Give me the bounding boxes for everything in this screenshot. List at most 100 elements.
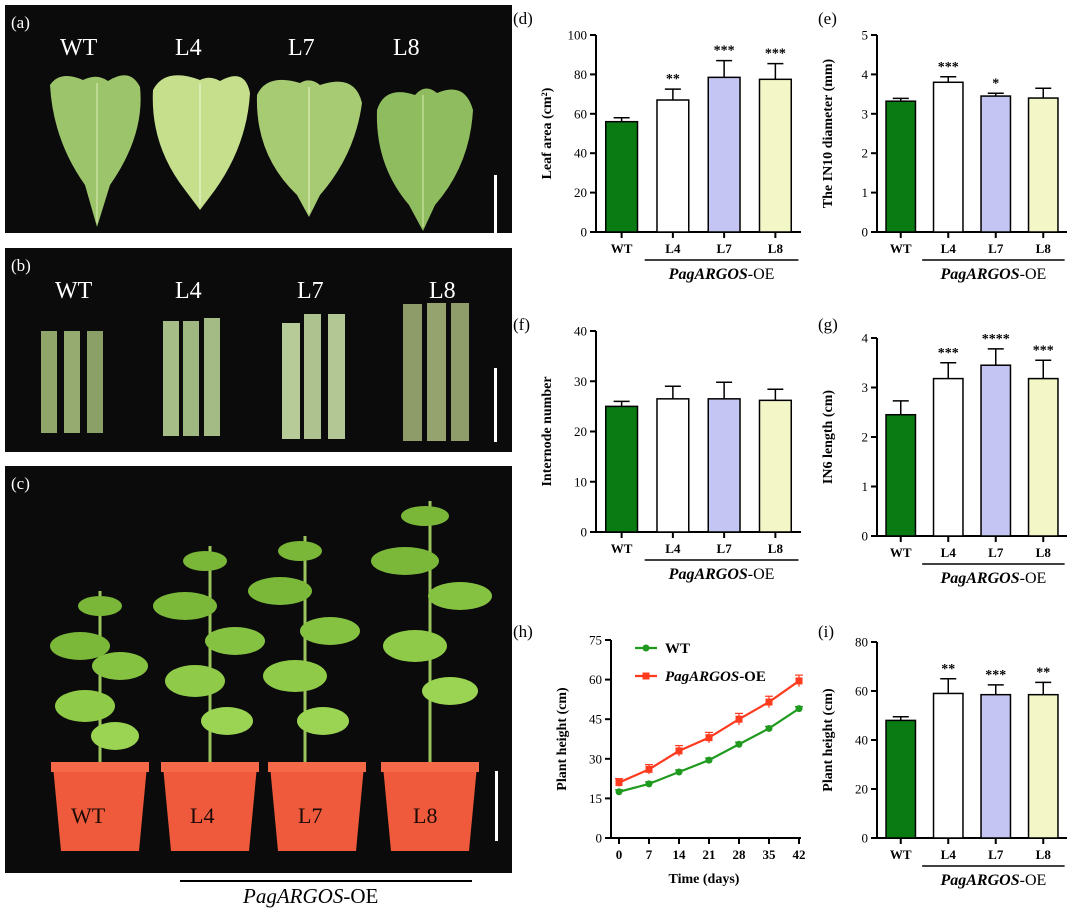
photo-group-label-gene: PagARGOS [243, 884, 344, 908]
y-tick-label: 0 [581, 525, 588, 540]
x-tick-label-wt: WT [890, 847, 912, 862]
series-line-0 [618, 707, 800, 793]
x-tick-label-wt: WT [890, 545, 912, 560]
x-tick-label-l4: L4 [941, 545, 957, 560]
bar-l8 [1027, 97, 1059, 233]
y-tick-label: 0 [581, 225, 588, 240]
genotype-label-wt: WT [60, 35, 98, 61]
significance-l7: * [992, 76, 999, 91]
y-tick-label: 80 [574, 67, 587, 82]
series-point-0 [735, 740, 743, 748]
y-tick-label: 100 [568, 28, 588, 43]
x-tick-label-wt: WT [611, 541, 633, 556]
y-tick-label: 1 [862, 479, 869, 494]
y-tick-label: 20 [574, 185, 587, 200]
y-tick-label: 3 [862, 380, 869, 395]
y-tick-label: 4 [862, 331, 869, 346]
bar-wt [604, 405, 639, 533]
series-point-0 [675, 768, 683, 776]
y-tick-label: 3 [862, 106, 869, 121]
photo-group-label: PagARGOS-OE [243, 884, 378, 909]
y-tick-label: 60 [855, 684, 868, 699]
significance-l4: ** [666, 72, 680, 87]
pot-label-wt: WT [71, 803, 106, 828]
x-tick-label-l8: L8 [768, 541, 784, 556]
x-tick-label-l7: L7 [717, 241, 733, 256]
group-label: PagARGOS-OE [939, 570, 1046, 587]
y-tick-label: 0 [862, 529, 869, 544]
y-axis-label: IN6 length (cm) [821, 390, 836, 484]
y-tick-label: 0 [596, 831, 603, 846]
panel-label-c: (c) [11, 474, 30, 493]
y-axis-label: Internode number [540, 376, 555, 486]
bar-l8 [758, 78, 793, 233]
y-tick-label: 2 [862, 146, 869, 161]
y-tick-label: 30 [574, 374, 587, 389]
x-tick-label-l7: L7 [988, 241, 1004, 256]
x-tick-label-l7: L7 [988, 545, 1004, 560]
x-tick-label-l7: L7 [988, 847, 1004, 862]
photo-plants: (c) WT L4 L7 L8 [5, 466, 512, 873]
x-tick-label-l4: L4 [665, 541, 681, 556]
y-tick-label: 5 [862, 28, 869, 43]
bar-l4 [656, 398, 690, 533]
x-tick-label: 14 [673, 847, 687, 862]
photo-group-line [180, 880, 472, 882]
x-tick-label-l7: L7 [717, 541, 733, 556]
panel-label-b: (b) [11, 256, 31, 275]
bar-l7 [980, 364, 1012, 537]
y-tick-label: 60 [589, 672, 602, 687]
chart-i: (i) 0 20 40 60 80 Plant height (cm) WT ** L4 *** L7… [818, 622, 1067, 889]
chart-e: (e) 0 1 2 3 4 5 The IN10 diameter (mm) WT *** L4 * L… [818, 9, 1067, 283]
chart-f: (f) 0 10 20 30 40 Internode number WT L4 L7 L8 PagA… [513, 315, 801, 583]
genotype-label-l7: L7 [297, 278, 324, 304]
series-point-0 [705, 756, 713, 764]
bar-l4 [656, 99, 690, 233]
stem-drawing [41, 303, 497, 442]
group-label: PagARGOS-OE [668, 566, 775, 583]
bar-l7 [707, 398, 741, 533]
legend-label-oe: PagARGOS-OE [665, 669, 766, 685]
y-tick-label: 2 [862, 430, 869, 445]
panel-label-a: (a) [11, 13, 30, 32]
significance-l4: *** [938, 60, 959, 75]
bar-l7 [980, 693, 1012, 839]
genotype-label-l4: L4 [175, 35, 202, 61]
series-point-1 [645, 765, 653, 773]
bar-l8 [1027, 377, 1059, 537]
significance-l8: *** [765, 47, 786, 62]
x-tick-label: 21 [703, 847, 716, 862]
photo-group-label-suffix: -OE [343, 884, 379, 908]
bar-l4 [932, 81, 964, 233]
legend-label-wt: WT [665, 641, 690, 657]
series-point-0 [645, 780, 653, 788]
y-tick-label: 80 [855, 635, 868, 650]
genotype-label-wt: WT [55, 278, 93, 304]
bar-l4 [932, 377, 964, 537]
x-tick-label: 0 [616, 847, 623, 862]
y-tick-label: 75 [589, 633, 602, 648]
x-tick-label-l8: L8 [1036, 847, 1052, 862]
series-point-0 [615, 788, 623, 796]
chart-g: (g) 0 1 2 3 4 IN6 length (cm) WT *** L4 **** L7 *** L… [818, 315, 1067, 587]
y-axis-label: The IN10 diameter (mm) [821, 58, 836, 208]
y-tick-label: 0 [862, 831, 869, 846]
y-axis-label: Plant height (cm) [555, 687, 570, 791]
series-point-1 [705, 734, 713, 742]
bar-wt [885, 719, 917, 839]
series-point-0 [795, 705, 803, 713]
panel-label-f: (f) [513, 315, 530, 334]
bar-wt [885, 100, 917, 233]
pot-label-l7: L7 [298, 803, 323, 828]
genotype-label-l8: L8 [429, 278, 456, 304]
series-point-1 [675, 747, 683, 755]
x-tick-label-wt: WT [890, 241, 912, 256]
bar-l8 [1027, 693, 1059, 839]
series-point-1 [765, 698, 773, 706]
y-tick-label: 40 [574, 324, 587, 339]
panel-label-e: (e) [818, 9, 837, 28]
x-tick-label-wt: WT [611, 241, 633, 256]
plant-drawing [50, 501, 498, 851]
significance-l7: *** [985, 668, 1006, 683]
y-axis-label: Plant height (cm) [821, 688, 836, 792]
